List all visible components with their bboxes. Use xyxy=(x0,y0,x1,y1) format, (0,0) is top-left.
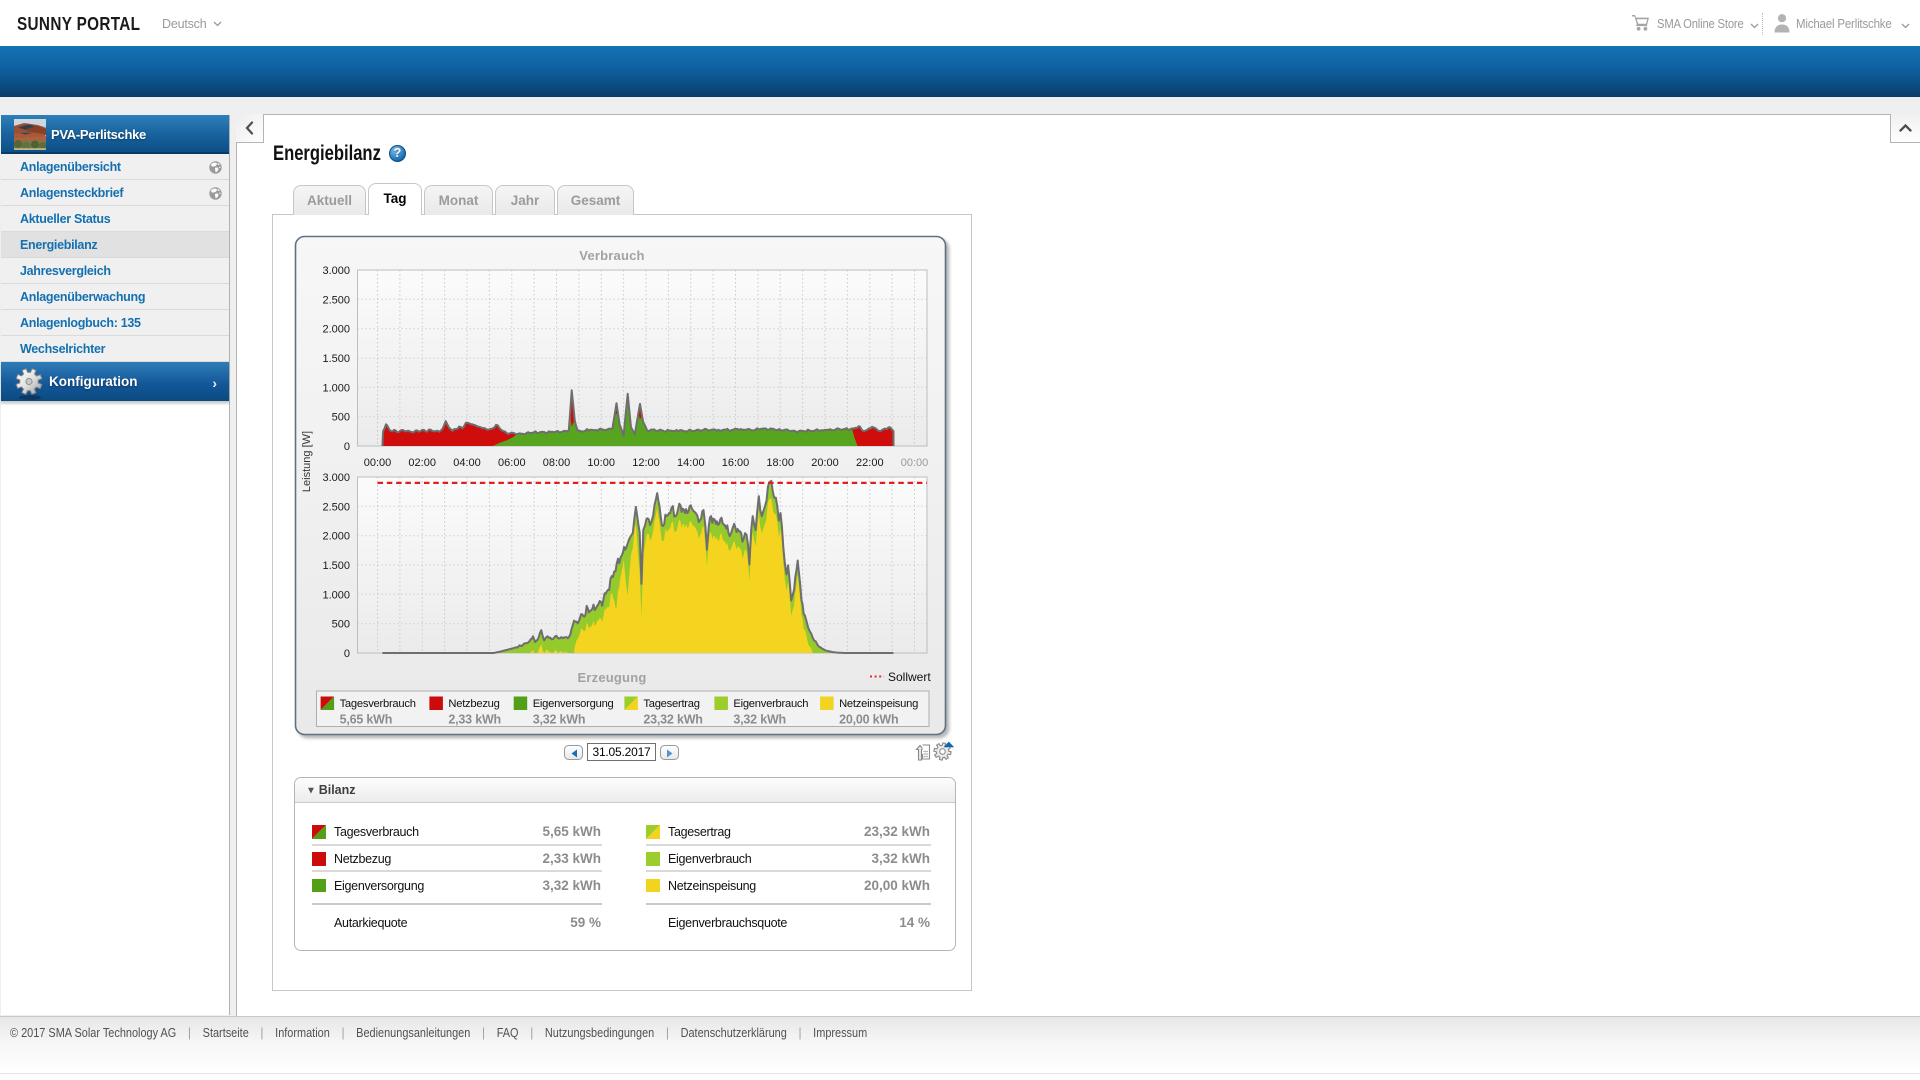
svg-text:06:00: 06:00 xyxy=(498,457,526,469)
svg-text:3,32 kWh: 3,32 kWh xyxy=(533,713,586,727)
svg-text:Netzeinspeisung: Netzeinspeisung xyxy=(839,698,918,710)
svg-text:Sollwert: Sollwert xyxy=(888,670,931,684)
svg-text:3.000: 3.000 xyxy=(322,472,350,484)
svg-text:Netzbezug: Netzbezug xyxy=(448,698,499,710)
svg-text:22:00: 22:00 xyxy=(856,457,884,469)
svg-text:2.000: 2.000 xyxy=(322,531,350,543)
svg-text:2.500: 2.500 xyxy=(322,294,350,306)
svg-text:16:00: 16:00 xyxy=(722,457,750,469)
svg-text:Eigenversorgung: Eigenversorgung xyxy=(533,698,614,710)
svg-text:Erzeugung: Erzeugung xyxy=(578,670,647,685)
svg-text:08:00: 08:00 xyxy=(543,457,571,469)
svg-text:12:00: 12:00 xyxy=(632,457,660,469)
svg-text:1.000: 1.000 xyxy=(322,589,350,601)
svg-text:20,00 kWh: 20,00 kWh xyxy=(839,713,898,727)
svg-text:Tagesverbrauch: Tagesverbrauch xyxy=(340,698,416,710)
svg-text:2.000: 2.000 xyxy=(322,324,350,336)
svg-text:20:00: 20:00 xyxy=(811,457,839,469)
svg-text:Leistung [W]: Leistung [W] xyxy=(301,431,313,492)
svg-text:1.000: 1.000 xyxy=(322,382,350,394)
svg-text:1.500: 1.500 xyxy=(322,353,350,365)
svg-text:10:00: 10:00 xyxy=(587,457,615,469)
svg-text:18:00: 18:00 xyxy=(766,457,794,469)
svg-text:3.000: 3.000 xyxy=(322,265,350,277)
svg-text:3,32 kWh: 3,32 kWh xyxy=(733,713,786,727)
svg-text:5,65 kWh: 5,65 kWh xyxy=(340,713,393,727)
svg-text:00:00: 00:00 xyxy=(364,457,392,469)
svg-text:04:00: 04:00 xyxy=(453,457,481,469)
svg-text:23,32 kWh: 23,32 kWh xyxy=(643,713,702,727)
svg-text:0: 0 xyxy=(344,648,350,660)
svg-text:00:00: 00:00 xyxy=(901,457,929,469)
svg-text:Tagesertrag: Tagesertrag xyxy=(643,698,699,710)
svg-text:0: 0 xyxy=(344,441,350,453)
svg-text:Verbrauch: Verbrauch xyxy=(579,248,644,263)
svg-text:02:00: 02:00 xyxy=(408,457,436,469)
svg-text:Eigenverbrauch: Eigenverbrauch xyxy=(733,698,808,710)
svg-text:2.500: 2.500 xyxy=(322,501,350,513)
svg-text:1.500: 1.500 xyxy=(322,560,350,572)
svg-text:14:00: 14:00 xyxy=(677,457,705,469)
svg-text:2,33 kWh: 2,33 kWh xyxy=(448,713,501,727)
svg-text:500: 500 xyxy=(332,619,350,631)
svg-text:500: 500 xyxy=(332,412,350,424)
